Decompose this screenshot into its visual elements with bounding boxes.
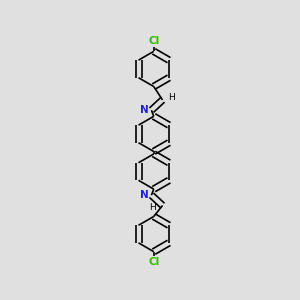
Text: N: N	[140, 105, 149, 115]
Text: N: N	[140, 190, 149, 200]
Text: H: H	[168, 93, 175, 102]
Text: Cl: Cl	[148, 36, 159, 46]
Text: Cl: Cl	[148, 257, 159, 267]
Text: H: H	[149, 203, 156, 212]
